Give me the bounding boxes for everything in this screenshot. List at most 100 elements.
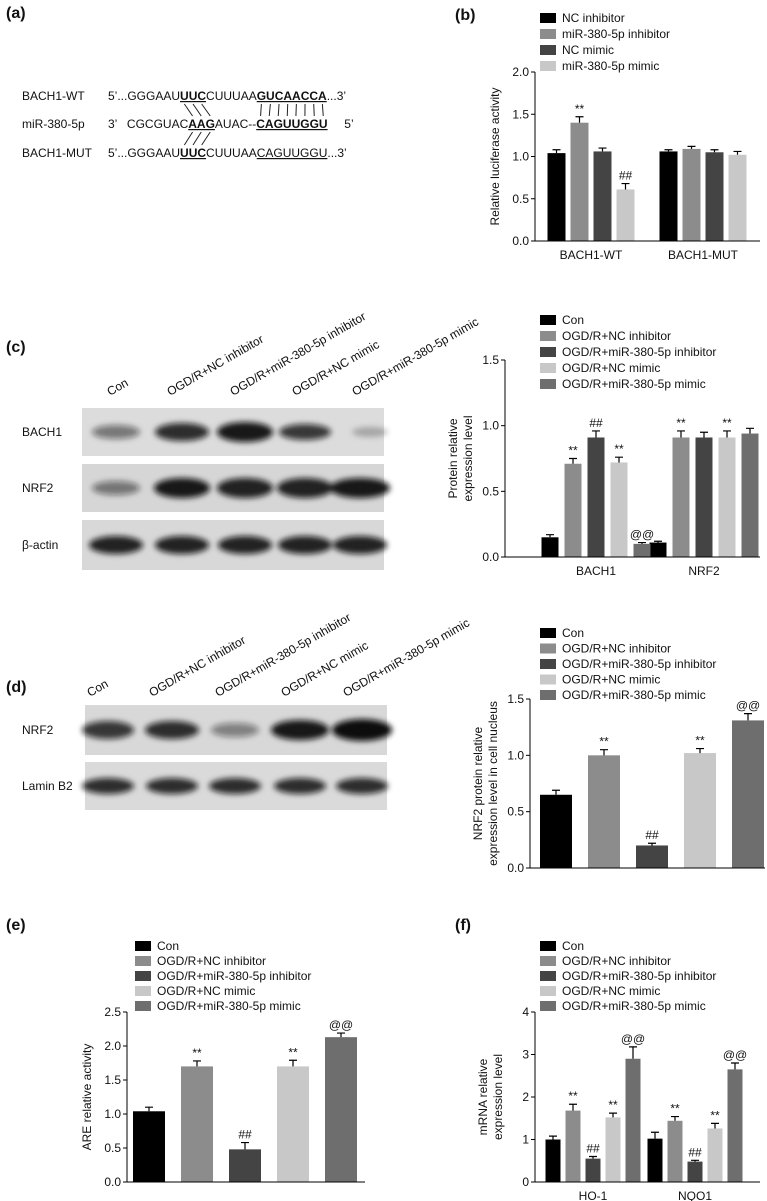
legend-swatch — [540, 315, 556, 325]
sequence-segment: CUUUAA — [206, 146, 257, 160]
y-tick-label: 2.5 — [104, 1005, 121, 1019]
error-bar — [731, 1062, 739, 1070]
y-tick-label: 0.0 — [507, 861, 524, 875]
error-bar — [592, 430, 600, 438]
y-tick-label: 0.0 — [482, 550, 499, 564]
lane-label: Con — [105, 375, 131, 398]
significance-label: @@ — [736, 699, 760, 713]
blot-band — [154, 478, 210, 498]
significance-label: ## — [589, 416, 603, 430]
bar — [684, 753, 716, 868]
error-bar — [671, 1115, 679, 1121]
blot-band — [279, 424, 331, 440]
bar — [564, 463, 582, 557]
blot-row-label: Lamin B2 — [22, 779, 73, 793]
legend-label: OGD/R+NC inhibitor — [562, 642, 671, 656]
error-bar — [552, 149, 561, 154]
y-tick-label: 1.5 — [512, 107, 529, 121]
error-bar — [615, 456, 623, 463]
x-tick-label: BACH1-MUT — [668, 248, 739, 262]
legend-label: OGD/R+NC inhibitor — [562, 954, 671, 968]
legend-swatch — [540, 45, 556, 55]
bar — [695, 437, 713, 557]
legend-label: Con — [562, 626, 584, 640]
error-bar — [569, 457, 577, 464]
panel-label: (b) — [455, 7, 475, 24]
legend-label: miR-380-5p mimic — [562, 59, 659, 73]
significance-label: @@ — [723, 1048, 747, 1062]
error-bar — [549, 1135, 557, 1140]
y-tick-label: 2 — [522, 1090, 529, 1104]
legend-swatch — [540, 956, 556, 966]
significance-label: @@ — [630, 528, 654, 542]
legend-label: NC mimic — [562, 43, 614, 57]
legend-label: OGD/R+miR-380-5p mimic — [157, 999, 301, 1013]
legend-swatch — [540, 347, 556, 357]
blot-row-label: β-actin — [22, 538, 58, 552]
error-bar — [609, 1112, 617, 1118]
error-bar — [241, 1141, 249, 1150]
legend-swatch — [540, 628, 556, 638]
pairing-line — [201, 131, 211, 146]
sequence-segment: ...3’ — [327, 89, 346, 103]
error-bar — [711, 1122, 719, 1129]
legend-swatch — [540, 331, 556, 341]
bar — [682, 148, 701, 241]
pairing-line — [268, 103, 271, 117]
error-bar — [575, 116, 584, 123]
bar — [593, 151, 612, 241]
legend-swatch — [540, 971, 556, 981]
sequence-label: BACH1-MUT — [22, 146, 93, 160]
error-bar — [589, 1155, 597, 1159]
error-bar — [337, 1032, 345, 1038]
significance-label: @@ — [621, 1032, 645, 1046]
legend-label: OGD/R+miR-380-5p mimic — [562, 377, 706, 391]
pairing-line — [183, 103, 193, 117]
y-tick-label: 0.5 — [482, 484, 499, 498]
bar — [633, 543, 651, 557]
bar — [547, 153, 566, 241]
y-axis-label: Relative luciferase activity — [488, 87, 502, 225]
blot-band — [277, 478, 333, 498]
blot-c: BACH1 NRF2 β-actin Con OGD/R+NC inhibito… — [22, 309, 481, 570]
blot-band — [92, 481, 140, 495]
x-tick-label: BACH1-WT — [560, 248, 623, 262]
pairing-line — [277, 103, 280, 117]
y-tick-label: 1.5 — [104, 1073, 121, 1087]
error-bar — [677, 430, 685, 438]
y-axis-label: ARE relative activity — [80, 1044, 94, 1151]
bar — [649, 542, 667, 557]
bar — [705, 152, 724, 241]
error-bar — [654, 540, 662, 543]
y-tick-label: 1.0 — [512, 150, 529, 164]
y-tick-label: 2.0 — [512, 65, 529, 79]
blot-band — [89, 536, 143, 554]
significance-label: ## — [688, 1145, 702, 1159]
error-bar — [744, 713, 752, 721]
blot-band — [352, 427, 388, 437]
x-tick-label: NRF2 — [688, 564, 720, 578]
bar — [541, 537, 559, 557]
error-bar — [629, 1046, 637, 1059]
error-bar — [621, 182, 630, 190]
y-tick-label: 0.5 — [512, 192, 529, 206]
blot-band — [278, 536, 332, 554]
legend-swatch — [135, 941, 151, 951]
blot-d: NRF2 Lamin B2 Con OGD/R+NC inhibitor OGD… — [22, 610, 472, 810]
y-tick-label: 2.0 — [104, 1039, 121, 1053]
error-bar — [710, 149, 719, 153]
bar — [277, 1066, 309, 1182]
panel-label: (c) — [6, 339, 26, 356]
blot-band — [333, 536, 387, 554]
bar — [588, 755, 620, 868]
pairing-line — [183, 131, 193, 146]
error-bar — [552, 789, 560, 795]
bar — [181, 1066, 213, 1182]
error-bar — [691, 1159, 699, 1162]
sequence-label: BACH1-WT — [22, 89, 85, 103]
blot-band — [82, 778, 134, 794]
pairing-line — [260, 103, 262, 117]
bar — [616, 189, 635, 241]
bar — [741, 433, 759, 557]
error-bar — [733, 150, 742, 155]
